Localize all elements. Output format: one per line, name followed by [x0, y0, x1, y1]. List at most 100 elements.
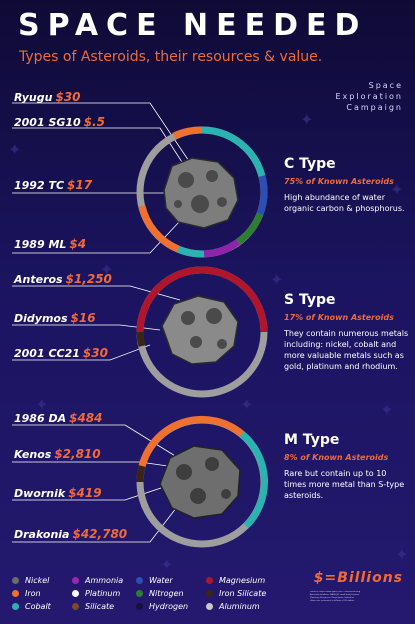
type-percent: 8% of Known Asteroids	[284, 453, 389, 462]
legend-item-iron: Iron	[12, 589, 41, 598]
legend-label: Cobalt	[25, 602, 51, 611]
type-title: S Type	[284, 292, 336, 308]
star-icon: ✦	[100, 260, 114, 279]
legend-item-hydrogen: Hydrogen	[136, 602, 188, 611]
asteroid-value: $484	[69, 411, 103, 425]
legend-item-nickel: Nickel	[12, 576, 49, 585]
asteroid-icon	[159, 445, 241, 519]
legend-label: Silicate	[85, 602, 115, 611]
asteroid-value: $.5	[83, 115, 105, 129]
legend-swatch	[136, 577, 143, 584]
campaign-line: Space	[368, 81, 403, 90]
type-title: M Type	[284, 432, 340, 448]
legend-label: Water	[149, 576, 173, 585]
legend-swatch	[12, 603, 19, 610]
page-title: SPACE NEEDED	[18, 8, 368, 43]
legend-swatch	[72, 590, 79, 597]
source-line: Asterank database, NASA JPL small-body b…	[310, 594, 360, 596]
legend-swatch	[72, 577, 79, 584]
page-subtitle: Types of Asteroids, their resources & va…	[19, 49, 323, 65]
type-description: They contain numerous metals including: …	[284, 329, 409, 371]
legend-swatch	[12, 577, 19, 584]
source-line: Values are estimates in billions of US d…	[310, 600, 355, 602]
asteroid-value: $16	[70, 311, 96, 325]
source-line: Planetary Resources, Deep Space Industri…	[310, 597, 355, 599]
type-title: C Type	[284, 156, 336, 172]
legend-swatch	[206, 590, 213, 597]
legend-swatch	[136, 603, 143, 610]
asteroid-name: Dwornik	[14, 487, 66, 500]
type-description: Rare but contain up to 10 times more met…	[284, 469, 405, 500]
asteroid-label-2001-cc21: 2001 CC21 $30	[14, 346, 108, 360]
legend-item-ammonia: Ammonia	[72, 576, 123, 585]
m-type-ring	[136, 415, 268, 548]
star-icon: ✦	[160, 555, 174, 574]
legend-item-magnesium: Magnesium	[206, 576, 265, 585]
m-type-info: M Type 8% of Known Asteroids Rare but co…	[284, 432, 409, 501]
asteroid-label-1986-da: 1986 DA $484	[14, 411, 103, 425]
asteroid-label-anteros: Anteros $1,250	[14, 272, 112, 286]
star-icon: ✦	[395, 545, 409, 564]
legend-swatch	[206, 603, 213, 610]
legend-swatch	[136, 590, 143, 597]
legend-swatch	[12, 590, 19, 597]
campaign-line: Campaign	[346, 103, 403, 112]
asteroid-value: $17	[67, 178, 93, 192]
star-icon: ✦	[300, 110, 314, 129]
asteroid-value: $30	[82, 346, 108, 360]
asteroid-value: $2,810	[54, 447, 101, 461]
legend-swatch	[206, 577, 213, 584]
asteroid-name: Didymos	[14, 312, 68, 325]
legend-item-nitrogen: Nitrogen	[136, 589, 184, 598]
asteroid-label-1989-ml: 1989 ML $4	[14, 237, 86, 251]
source-line: Sources: https://www.space.com / asteroi…	[310, 591, 361, 593]
campaign-name: Space Exploration Campaign	[303, 80, 403, 113]
s-type-info: S Type 17% of Known Asteroids They conta…	[284, 292, 409, 372]
asteroid-name: Kenos	[14, 448, 52, 461]
asteroid-value: $4	[69, 237, 87, 251]
legend-label: Ammonia	[85, 576, 124, 585]
s-type-ring	[136, 266, 268, 398]
star-icon: ✦	[35, 395, 49, 414]
asteroid-value: $1,250	[65, 272, 112, 286]
legend: Nickel Iron Cobalt Ammonia Platinum Sili…	[12, 576, 302, 616]
legend-item-silicate: Silicate	[72, 602, 114, 611]
legend-label: Iron	[25, 589, 41, 598]
type-percent: 17% of Known Asteroids	[284, 313, 394, 322]
asteroid-name: Ryugu	[14, 91, 53, 104]
legend-item-water: Water	[136, 576, 173, 585]
legend-item-aluminum: Aluminum	[206, 602, 260, 611]
legend-label: Platinum	[85, 589, 121, 598]
asteroid-value: $30	[55, 90, 81, 104]
asteroid-value: $419	[68, 486, 102, 500]
legend-label: Iron Silicate	[219, 589, 267, 598]
asteroid-name: Drakonia	[14, 528, 70, 541]
asteroid-icon	[161, 295, 239, 365]
asteroid-name: 1986 DA	[14, 412, 67, 425]
legend-swatch	[72, 603, 79, 610]
asteroid-name: 1992 TC	[14, 179, 65, 192]
c-type-info: C Type 75% of Known Asteroids High abund…	[284, 156, 409, 214]
asteroid-value: $42,780	[72, 527, 128, 541]
asteroid-name: 1989 ML	[14, 238, 67, 251]
unit-note: $=Billions	[313, 570, 403, 586]
asteroid-label-didymos: Didymos $16	[14, 311, 96, 325]
asteroid-label-ryugu: Ryugu $30	[14, 90, 81, 104]
legend-label: Nitrogen	[149, 589, 184, 598]
type-description: High abundance of water organic carbon &…	[284, 193, 405, 213]
star-icon: ✦	[8, 140, 22, 159]
asteroid-name: 2001 SG10	[14, 116, 81, 129]
asteroid-label-drakonia: Drakonia $42,780	[14, 527, 127, 541]
sources-fineprint: Sources: https://www.space.com / asteroi…	[310, 591, 405, 617]
asteroid-label-kenos: Kenos $2,810	[14, 447, 101, 461]
star-icon: ✦	[270, 270, 284, 289]
c-type-ring	[136, 126, 268, 258]
asteroid-icon	[163, 157, 239, 229]
campaign-line: Exploration	[335, 92, 403, 101]
legend-label: Nickel	[25, 576, 50, 585]
asteroid-label-1992-tc: 1992 TC $17	[14, 178, 92, 192]
asteroid-name: 2001 CC21	[14, 347, 80, 360]
legend-label: Hydrogen	[149, 602, 189, 611]
legend-label: Aluminum	[219, 602, 260, 611]
legend-item-cobalt: Cobalt	[12, 602, 51, 611]
